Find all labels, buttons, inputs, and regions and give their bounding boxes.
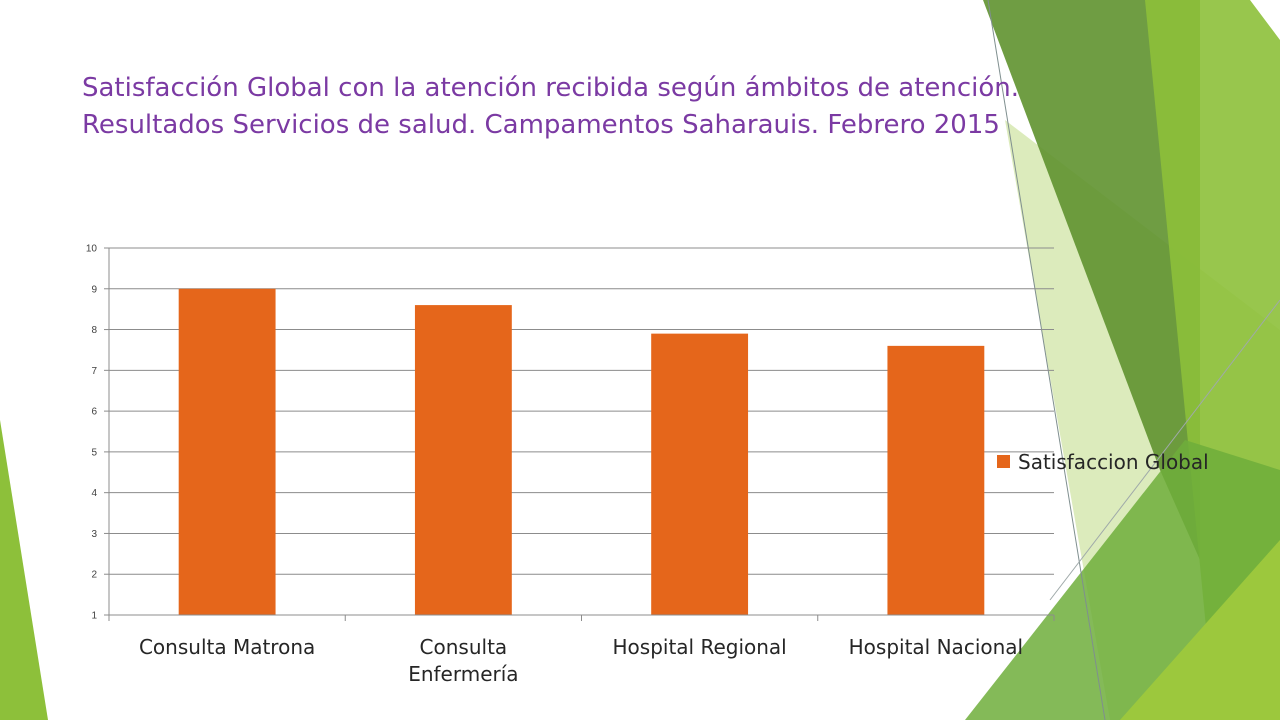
y-tick-label: 9	[91, 284, 97, 295]
deco-thin-line-2	[1049, 299, 1280, 601]
x-axis	[108, 248, 1055, 621]
bar	[651, 333, 749, 615]
x-tick-label: Consulta	[420, 635, 508, 659]
deco-thin-line-1	[987, 0, 1106, 720]
y-axis-ticks: 1 2 3 4 5 6 7 8 9 10	[86, 244, 109, 622]
legend-label: Satisfaccion Global	[1018, 450, 1209, 474]
y-tick-label: 1	[91, 611, 97, 622]
y-tick-label: 2	[91, 570, 97, 581]
deco-right-dark-shard	[983, 0, 1200, 560]
x-axis-labels: Consulta Matrona Consulta Enfermería Hospit…	[139, 635, 1023, 686]
chart-bars	[178, 288, 985, 615]
bar	[887, 345, 985, 615]
y-tick-label: 4	[91, 488, 97, 499]
chart-legend: Satisfaccion Global	[997, 450, 1209, 474]
slide-title-line-2: Resultados Servicios de salud. Campament…	[82, 110, 1000, 140]
y-tick-label: 10	[86, 244, 98, 255]
y-tick-label: 8	[91, 325, 97, 336]
y-tick-label: 7	[91, 366, 97, 377]
deco-bottom-bright-shard	[1120, 540, 1280, 720]
x-tick-label: Consulta Matrona	[139, 635, 315, 659]
legend-swatch	[997, 455, 1010, 468]
slide-title-line-1: Satisfacción Global con la atención reci…	[82, 73, 1020, 103]
y-tick-label: 6	[91, 407, 97, 418]
deco-left-green-shard	[0, 420, 48, 720]
bar	[178, 288, 276, 615]
y-tick-label: 5	[91, 447, 97, 458]
x-tick-label: Hospital Regional	[613, 635, 787, 659]
y-tick-label: 3	[91, 529, 97, 540]
slide-title: Satisfacción Global con la atención reci…	[82, 70, 1082, 144]
x-tick-label: Hospital Nacional	[849, 635, 1023, 659]
bar	[414, 305, 512, 615]
x-tick-label: Enfermería	[408, 662, 518, 686]
